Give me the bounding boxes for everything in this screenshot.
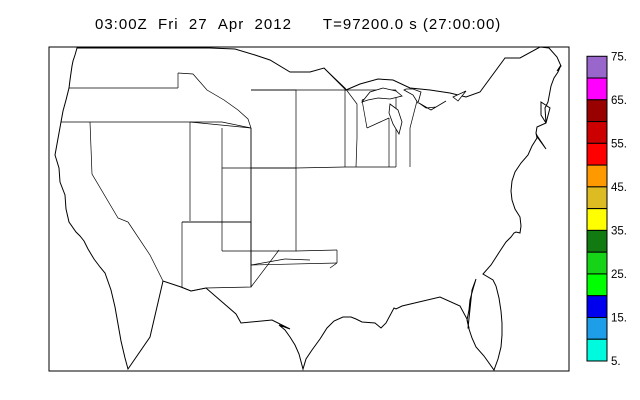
svg-text:75.: 75. — [611, 51, 627, 63]
svg-text:65.: 65. — [611, 95, 627, 107]
svg-text:15.: 15. — [611, 312, 627, 324]
svg-text:5.: 5. — [611, 356, 621, 368]
svg-text:55.: 55. — [611, 138, 627, 150]
svg-text:35.: 35. — [611, 225, 627, 237]
svg-text:25.: 25. — [611, 269, 627, 281]
svg-text:45.: 45. — [611, 182, 627, 194]
